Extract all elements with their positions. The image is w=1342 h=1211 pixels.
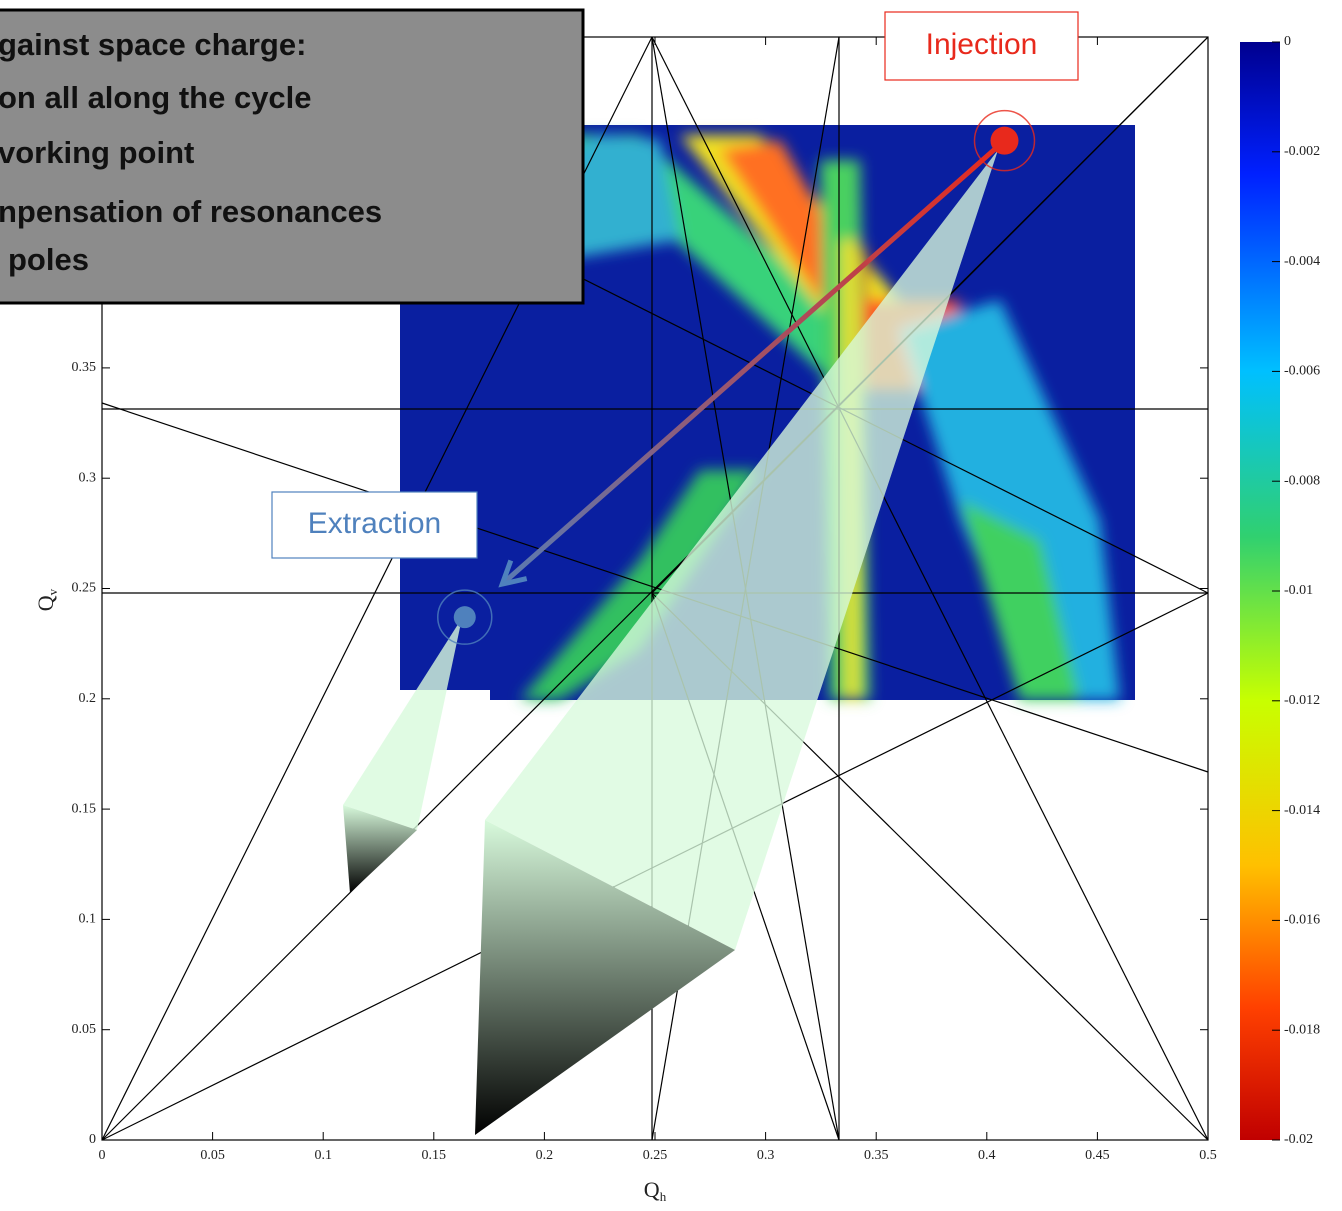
text-box-line: npensation of resonances [0,194,382,229]
y-tick-label: 0 [89,1132,96,1147]
x-tick-label: 0.25 [643,1148,668,1163]
colorbar-tick-label: -0.014 [1284,803,1320,818]
x-label: Q [644,1177,660,1202]
x-tick-label: 0.4 [978,1148,996,1163]
x-tick-label: 0.05 [200,1148,225,1163]
arrow-head [498,559,528,588]
colorbar-tick-label: -0.006 [1284,364,1320,379]
y-tick-label: 0.35 [72,360,97,375]
point [990,126,1019,155]
x-tick-label: 0 [99,1148,106,1163]
point-ring [973,109,1036,172]
y-tick-label: 0.2 [79,691,97,706]
text-box: gainst space charge: on all along the cyc… [0,8,585,305]
x-tick-label: 0.45 [1085,1148,1110,1163]
colorbar-tick-label: -0.004 [1284,254,1320,269]
y-tick-label: 0.05 [72,1022,97,1037]
colorbar-tick-label: -0.012 [1284,693,1320,708]
x-label-sub: h [660,1189,667,1204]
text-box-line: gainst space charge: [0,27,306,62]
text-box-line: poles [8,242,89,277]
colorbar-tick-label: 0 [1284,34,1291,49]
y-axis-label: Qv [33,588,60,611]
text-box-bg [0,8,585,305]
annotation-label: Injection [926,28,1038,61]
x-tick-label: 0.35 [864,1148,889,1163]
y-tick-label: 0.1 [79,912,97,927]
colorbar-tick-label: -0.018 [1284,1022,1320,1037]
y-label: Q [33,595,58,611]
x-tick-label: 0.5 [1199,1148,1217,1163]
y-label-sub: v [45,588,60,595]
y-tick-label: 0.25 [72,581,97,596]
x-tick-label: 0.3 [757,1148,775,1163]
projections [343,150,998,1135]
colorbar-tick-label: -0.002 [1284,144,1320,159]
annotation-box [271,491,478,559]
annotation-label: Extraction [308,507,441,540]
point [453,606,476,629]
colorbar-tick-label: -0.01 [1284,583,1313,598]
colorbar-tick-label: -0.008 [1284,473,1320,488]
text-box-line: on all along the cycle [0,80,312,115]
text-box-line: vorking point [0,135,194,170]
arrow [500,138,1007,586]
x-tick-label: 0.2 [536,1148,554,1163]
x-tick-label: 0.1 [314,1148,332,1163]
y-tick-label: 0.15 [72,801,97,816]
colorbar-tick-label: -0.02 [1284,1132,1313,1147]
x-axis-label: Qh [644,1177,667,1204]
annotation-box [884,11,1079,81]
y-tick-label: 0.3 [79,470,97,485]
x-tick-label: 0.15 [422,1148,447,1163]
point-ring [437,589,493,645]
colorbar-tick-label: -0.016 [1284,913,1320,928]
